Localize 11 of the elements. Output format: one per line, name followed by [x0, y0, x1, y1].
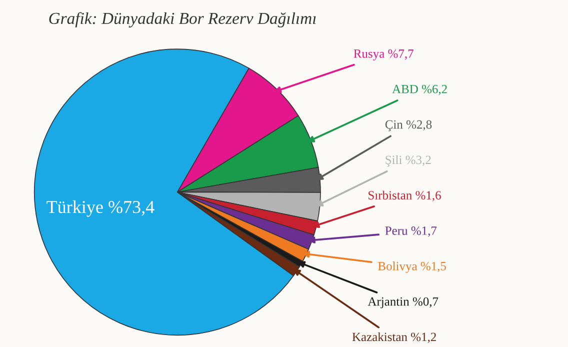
chart-title: Grafik: Dünyadaki Bor Rezerv Dağılımı — [49, 12, 316, 28]
slice-label: Peru %1,7 — [385, 226, 437, 237]
slice-label: Çin %2,8 — [385, 120, 432, 132]
slice-label: Sırbistan %1,6 — [368, 190, 441, 202]
slice-label: Bolivya %1,5 — [378, 262, 446, 273]
slice-label: Şili %3,2 — [386, 155, 431, 167]
slice-label: Rusya %7,7 — [354, 49, 414, 60]
slice-label: Arjantin %0,7 — [368, 297, 438, 308]
slice-label: Türkiye %73,4 — [46, 200, 154, 217]
slice-label: ABD %6,2 — [392, 84, 447, 96]
slice-label: Kazakistan %1,2 — [352, 332, 436, 343]
